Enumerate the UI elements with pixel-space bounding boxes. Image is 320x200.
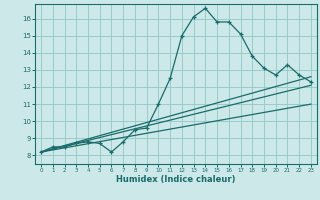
X-axis label: Humidex (Indice chaleur): Humidex (Indice chaleur) [116, 175, 236, 184]
